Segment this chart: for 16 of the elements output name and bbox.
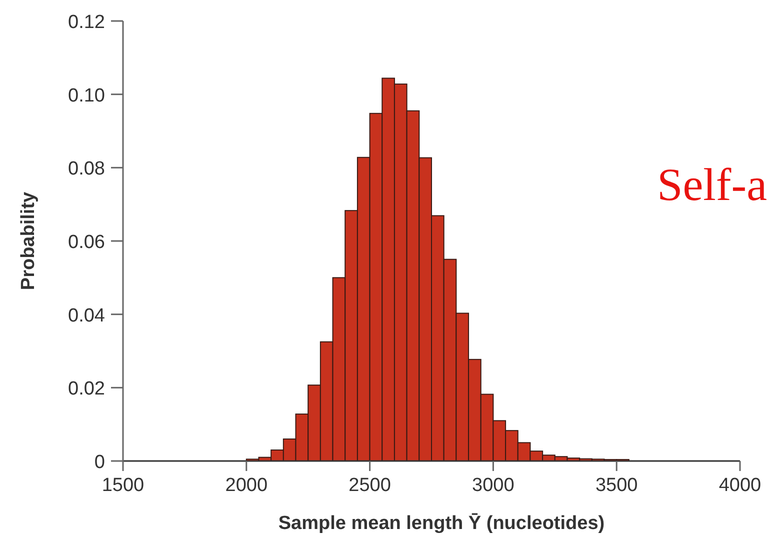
x-tick-label: 2500 [348, 475, 391, 496]
annotation: Self-a [657, 159, 767, 210]
x-tick-label: 2000 [225, 475, 268, 496]
y-tick-label: 0.04 [68, 305, 106, 326]
x-tick-label: 3500 [595, 475, 638, 496]
x-tick-label: 1500 [102, 475, 144, 496]
y-tick-label: 0.10 [68, 85, 105, 106]
x-tick-label: 4000 [718, 475, 762, 496]
y-tick-label: 0 [94, 452, 105, 473]
y-axis-title: Probability [18, 191, 39, 290]
y-tick-label: 0.12 [68, 12, 105, 33]
y-tick-label: 0.08 [68, 158, 105, 180]
y-tick-label: 0.06 [68, 232, 105, 253]
x-axis-title: Sample mean length Ȳ (nucleotides) [278, 513, 605, 534]
y-tick-label: 0.02 [68, 378, 105, 400]
x-tick-label: 3000 [472, 475, 514, 496]
